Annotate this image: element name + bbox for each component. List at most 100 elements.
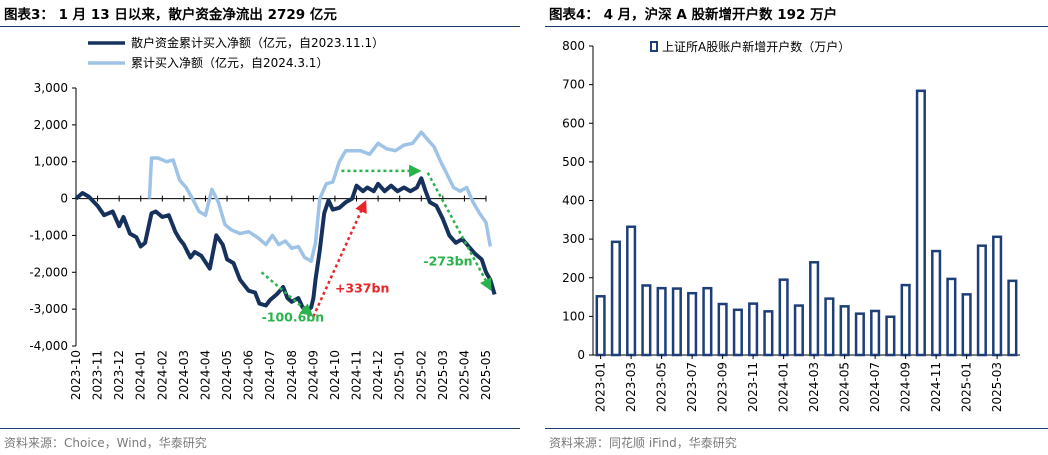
x-tick-label: 2024-11 [929, 362, 943, 412]
y-tick-label: -1,000 [29, 228, 68, 242]
x-tick-label: 2025-04 [457, 350, 471, 400]
x-tick-label: 2024-02 [155, 350, 169, 400]
bar [610, 240, 621, 357]
y-tick-label: 700 [562, 78, 585, 92]
x-tick-label: 2025-03 [990, 362, 1004, 412]
bar [641, 284, 652, 357]
x-tick-label: 2024-11 [350, 350, 364, 400]
bar [687, 291, 698, 357]
bar [870, 309, 881, 357]
x-tick-label: 2023-05 [655, 362, 669, 412]
bar [778, 278, 789, 357]
bar [702, 286, 713, 357]
y-tick-label: 300 [562, 232, 585, 246]
bar [748, 302, 759, 357]
decline-arrow [260, 271, 314, 317]
bar [763, 310, 774, 357]
bar [809, 261, 820, 357]
legend-label: 上证所A股账户新增开户数（万户） [662, 39, 850, 54]
x-tick-label: 2025-02 [414, 350, 428, 400]
bar [671, 287, 682, 357]
x-tick-label: 2024-03 [177, 350, 191, 400]
line-chart: 3,000 2,000 1,000 0 -1,000 -2,000 -3,000 -4,000… [29, 35, 497, 400]
y-tick-label: 1,000 [34, 155, 68, 169]
annotation-label: -100.6bn [262, 310, 325, 325]
y-tick-label: -2,000 [29, 265, 68, 279]
y-tick-label: 800 [562, 39, 585, 53]
x-tick-label: 2024-08 [285, 350, 299, 400]
left-source-note: 资料来源：Choice，Wind，华泰研究 [4, 436, 207, 450]
x-tick-label: 2024-05 [838, 362, 852, 412]
y-tick-label: 500 [562, 155, 585, 169]
y-tick-label: 200 [562, 271, 585, 285]
bar [595, 295, 606, 357]
bar [992, 235, 1003, 357]
x-tick-label: 2024-01 [134, 350, 148, 400]
x-tick-label: 2025-01 [960, 362, 974, 412]
source-rule [0, 428, 520, 429]
bar [732, 308, 743, 357]
x-tick-label: 2024-07 [868, 362, 882, 412]
bar [931, 249, 942, 357]
y-tick-label: 100 [562, 309, 585, 323]
x-tick-label: 2024-03 [807, 362, 821, 412]
x-tick-label: 2024-12 [371, 350, 385, 400]
x-tick-label: 2023-12 [112, 350, 126, 400]
x-tick-label: 2024-01 [777, 362, 791, 412]
annotation-label: -273bn [423, 254, 472, 269]
x-tick-label: 2023-03 [624, 362, 638, 412]
bar-chart: 800 700 600 500 400 300 200 100 0 2023-01 2023-03 2… [562, 39, 1020, 412]
x-tick-label: 2024-05 [220, 350, 234, 400]
x-tick-label: 2025-03 [436, 350, 450, 400]
bar [946, 277, 957, 357]
bar [656, 286, 667, 357]
x-tick-label: 2023-09 [716, 362, 730, 412]
right-source-note: 资料来源：同花顺 iFind，华泰研究 [549, 436, 737, 450]
x-tick-label: 2025-05 [479, 350, 493, 400]
y-tick-label: -4,000 [29, 339, 68, 353]
x-tick-label: 2024-10 [328, 350, 342, 400]
right-chart-title: 图表4： 4 月，沪深 A 股新增开户数 192 万户 [549, 7, 838, 23]
y-tick-label: -3,000 [29, 302, 68, 316]
x-tick-label: 2024-07 [263, 350, 277, 400]
y-tick-label: 600 [562, 116, 585, 130]
x-tick-label: 2024-04 [198, 350, 212, 400]
left-chart-title: 图表3： 1 月 13 日以来，散户资金净流出 2729 亿元 [4, 7, 337, 23]
x-tick-label: 2025-01 [393, 350, 407, 400]
y-tick-label: 0 [60, 192, 68, 206]
bar [626, 225, 637, 357]
cumulative-2024-line [147, 130, 493, 263]
source-rule [545, 428, 1048, 429]
legend-label: 散户资金累计买入净额（亿元，自2023.11.1） [131, 35, 384, 50]
bar [717, 302, 728, 357]
legend-label: 累计买入净额（亿元，自2024.3.1） [131, 55, 328, 70]
title-rule [0, 26, 520, 27]
x-tick-label: 2023-01 [594, 362, 608, 412]
y-tick-label: 0 [577, 348, 585, 362]
bar [793, 304, 804, 357]
bar [1007, 279, 1018, 357]
bar [961, 293, 972, 357]
right-chart-panel: 图表4： 4 月，沪深 A 股新增开户数 192 万户 800 700 600 500… [545, 0, 1048, 455]
bar [854, 312, 865, 357]
bar [915, 89, 926, 357]
bar [824, 297, 835, 357]
x-tick-label: 2023-07 [685, 362, 699, 412]
y-tick-label: 3,000 [34, 81, 68, 95]
x-tick-label: 2023-11 [746, 362, 760, 412]
x-tick-label: 2024-09 [899, 362, 913, 412]
x-tick-label: 2024-06 [242, 350, 256, 400]
bar [976, 244, 987, 357]
bar [900, 283, 911, 357]
bar [885, 315, 896, 357]
bar [839, 305, 850, 357]
y-tick-label: 400 [562, 194, 585, 208]
retail-cumulative-line [74, 176, 497, 313]
x-tick-label: 2023-10 [69, 350, 83, 400]
x-tick-label: 2024-09 [306, 350, 320, 400]
title-rule [545, 26, 1048, 27]
annotation-label: +337bn [335, 281, 389, 296]
outflow-arrow [426, 172, 492, 292]
y-tick-label: 2,000 [34, 118, 68, 132]
legend-swatch [650, 41, 658, 52]
